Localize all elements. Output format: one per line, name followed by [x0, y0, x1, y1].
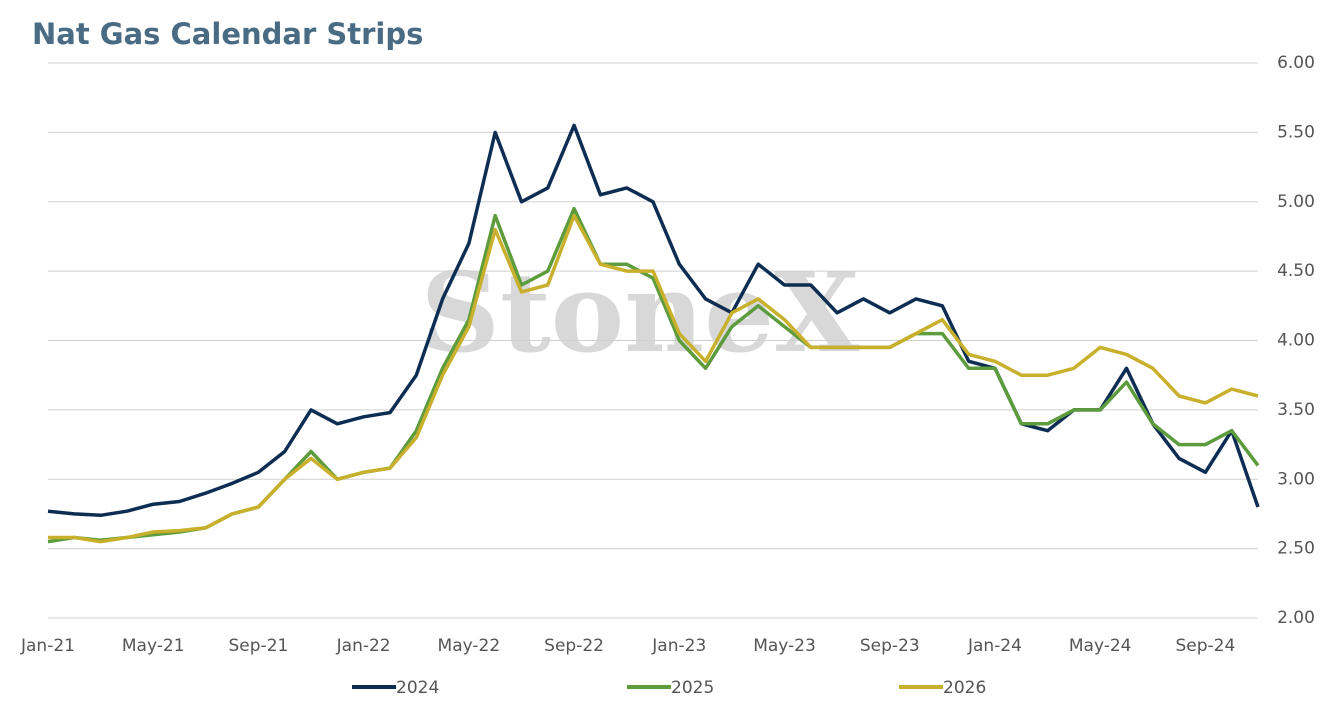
y-tick-label: 5.00 [1277, 192, 1315, 212]
y-tick-label: 6.00 [1277, 53, 1315, 73]
x-tick-label: Sep-24 [1175, 636, 1235, 656]
x-tick-label: Sep-22 [544, 636, 604, 656]
x-tick-label: May-21 [122, 636, 185, 656]
x-tick-label: Jan-24 [967, 636, 1022, 656]
x-tick-label: Jan-22 [336, 636, 391, 656]
watermark: StoneX [421, 248, 861, 377]
legend-label: 2024 [396, 678, 439, 698]
x-tick-label: May-23 [753, 636, 816, 656]
y-tick-label: 5.50 [1277, 122, 1315, 142]
x-tick-label: Sep-21 [229, 636, 289, 656]
x-tick-label: May-24 [1069, 636, 1132, 656]
y-tick-label: 3.00 [1277, 469, 1315, 489]
legend-label: 2026 [943, 678, 986, 698]
chart-title: Nat Gas Calendar Strips [32, 17, 423, 51]
x-tick-label: May-22 [438, 636, 501, 656]
y-tick-label: 4.00 [1277, 331, 1315, 351]
legend-label: 2025 [671, 678, 714, 698]
x-tick-label: Jan-21 [20, 636, 75, 656]
y-tick-label: 2.50 [1277, 539, 1315, 559]
x-tick-label: Sep-23 [860, 636, 920, 656]
series-line [48, 213, 1259, 544]
x-tick-label: Jan-23 [651, 636, 706, 656]
y-tick-label: 4.50 [1277, 261, 1315, 281]
y-tick-label: 2.00 [1277, 608, 1315, 628]
y-tick-label: 3.50 [1277, 400, 1315, 420]
series-line [47, 123, 1260, 518]
